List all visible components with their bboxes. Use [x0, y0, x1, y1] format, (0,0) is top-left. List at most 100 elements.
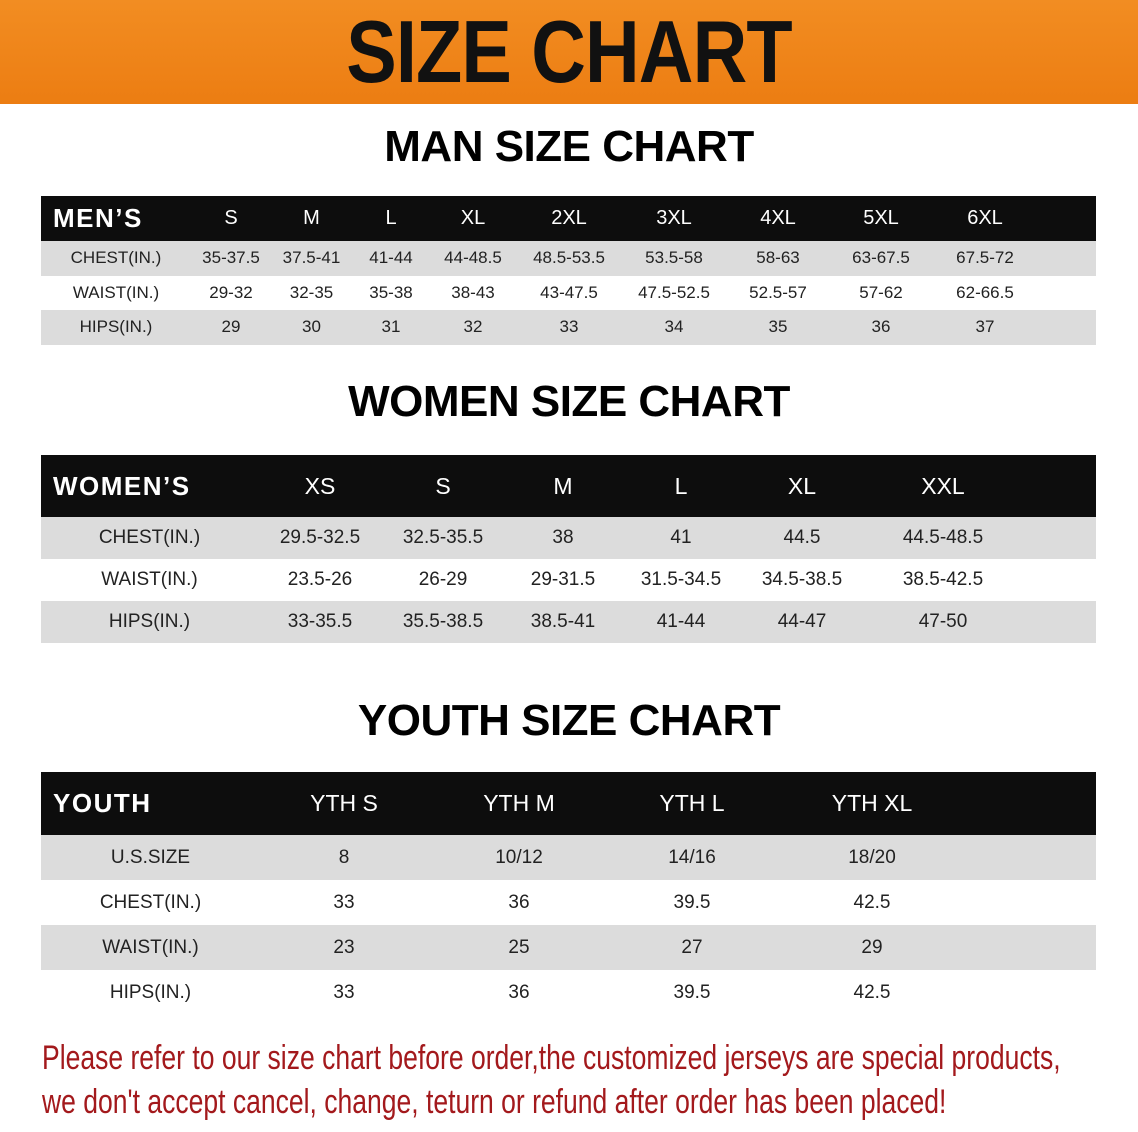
table-row: WAIST(IN.) 29-32 32-35 35-38 38-43 43-47.5 47.…	[41, 275, 1096, 310]
row-cell: 35	[768, 317, 788, 337]
header-cell: S	[435, 472, 451, 499]
row-cell: 33	[333, 981, 355, 1003]
row-cell: 42.5	[853, 891, 891, 913]
notice-line-1: Please refer to our size chart before or…	[42, 1039, 1061, 1077]
women-size-table: WOMEN’S XS S M L XL XXL CHEST(IN.) 29.5-32.5 32.5…	[41, 455, 1096, 643]
row-cell: 34	[664, 317, 684, 337]
row-cell: 27	[681, 936, 703, 958]
row-cell: 57-62	[859, 282, 903, 302]
table-header: MEN’S S M L XL 2XL 3XL 4XL 5XL 6XL	[41, 196, 1096, 241]
row-cell: 10/12	[495, 846, 543, 868]
table-row: HIPS(IN.) 33-35.5 35.5-38.5 38.5-41 41-44 44-…	[41, 601, 1096, 643]
women-title: WOMEN SIZE CHART	[348, 377, 790, 426]
row-cell: 34.5-38.5	[761, 569, 843, 590]
row-cell: 29	[861, 936, 883, 958]
table-row: WAIST(IN.) 23.5-26 26-29 29-31.5 31.5-34.5 34…	[41, 559, 1096, 601]
row-cell: 31	[381, 317, 401, 337]
row-cell: 44-47	[777, 611, 827, 632]
table-row: U.S.SIZE 8 10/12 14/16 18/20	[41, 835, 1096, 880]
header-cell: XL	[460, 207, 486, 229]
header-cell: 6XL	[967, 207, 1003, 229]
row-cell: 58-63	[756, 248, 800, 268]
row-cell: 29-32	[209, 282, 253, 302]
table-row: CHEST(IN.) 35-37.5 37.5-41 41-44 44-48.5 48.5…	[41, 241, 1096, 276]
row-cell: 35.5-38.5	[402, 611, 484, 632]
men-size-table: MEN’S S M L XL 2XL 3XL 4XL 5XL 6XL CHEST(IN.) 35-37…	[41, 196, 1096, 345]
row-cell: 36	[871, 317, 891, 337]
header-cell: XL	[787, 472, 817, 499]
row-cell: 36	[508, 981, 530, 1003]
header-cell: XS	[304, 472, 336, 499]
header-cell: 3XL	[656, 207, 692, 229]
table-header: WOMEN’S XS S M L XL XXL	[41, 455, 1096, 517]
table-row: HIPS(IN.) 29 30 31 32 33 34 35 36 37	[41, 310, 1096, 345]
header-label: MEN’S	[53, 203, 143, 233]
table-row: CHEST(IN.) 33 36 39.5 42.5	[41, 880, 1096, 925]
row-cell: 43-47.5	[540, 282, 598, 302]
row-cell: 39.5	[673, 981, 711, 1003]
main-title: SIZE CHART	[346, 2, 792, 101]
table-row: CHEST(IN.) 29.5-32.5 32.5-35.5 38 41 44.5 44.5…	[41, 517, 1096, 559]
row-cell: 52.5-57	[749, 282, 807, 302]
header-cell: 2XL	[551, 207, 587, 229]
header-label: WOMEN’S	[53, 470, 191, 501]
row-cell: 41	[670, 527, 692, 548]
row-cell: 53.5-58	[645, 248, 703, 268]
row-cell: 33	[559, 317, 579, 337]
row-cell: 38-43	[451, 282, 495, 302]
men-title: MAN SIZE CHART	[384, 122, 754, 171]
row-cell: 38	[552, 527, 574, 548]
header-cell: XXL	[921, 472, 965, 499]
row-label: HIPS(IN.)	[108, 611, 191, 632]
table-row: HIPS(IN.) 33 36 39.5 42.5	[41, 970, 1096, 1015]
row-cell: 37	[975, 317, 995, 337]
youth-title: YOUTH SIZE CHART	[357, 696, 781, 745]
row-cell: 44-48.5	[444, 248, 502, 268]
header-cell: YTH M	[483, 790, 555, 816]
row-cell: 42.5	[853, 981, 891, 1003]
row-cell: 39.5	[673, 891, 711, 913]
row-cell: 35-38	[369, 282, 413, 302]
header-cell: 4XL	[760, 207, 796, 229]
row-cell: 29-31.5	[530, 569, 596, 590]
order-notice: Please refer to our size chart before or…	[42, 1036, 1061, 1124]
row-cell: 38.5-42.5	[902, 569, 984, 590]
header-cell: S	[224, 207, 238, 229]
row-cell: 32-35	[289, 282, 334, 302]
header-cell: YTH L	[659, 790, 725, 816]
youth-size-table: YOUTH YTH S YTH M YTH L YTH XL U.S.SIZE 8 10/12…	[41, 772, 1096, 1015]
header-cell: L	[385, 207, 397, 229]
row-cell: 38.5-41	[530, 611, 596, 632]
row-cell: 32.5-35.5	[402, 527, 484, 548]
table-header: YOUTH YTH S YTH M YTH L YTH XL	[41, 772, 1096, 835]
row-cell: 33	[333, 891, 355, 913]
row-cell: 44.5	[783, 527, 821, 548]
notice-line-2: we don't accept cancel, change, teturn o…	[42, 1083, 947, 1121]
row-cell: 23	[333, 936, 355, 958]
row-cell: 47.5-52.5	[638, 282, 710, 302]
row-cell: 29	[221, 317, 241, 337]
row-cell: 41-44	[369, 248, 413, 268]
row-label: CHEST(IN.)	[98, 527, 201, 548]
row-cell: 62-66.5	[956, 282, 1014, 302]
row-cell: 30	[302, 317, 321, 337]
row-label: HIPS(IN.)	[109, 981, 192, 1003]
row-cell: 25	[508, 936, 530, 958]
row-label: HIPS(IN.)	[79, 317, 153, 337]
row-cell: 32	[463, 317, 483, 337]
header-cell: M	[553, 472, 573, 499]
row-cell: 44.5-48.5	[902, 527, 984, 548]
row-label: U.S.SIZE	[110, 846, 191, 868]
row-cell: 63-67.5	[852, 248, 910, 268]
header-label: YOUTH	[53, 788, 152, 818]
row-cell: 41-44	[656, 611, 706, 632]
row-cell: 23.5-26	[287, 569, 353, 590]
header-cell: M	[303, 207, 320, 229]
header-cell: YTH XL	[831, 790, 913, 816]
row-cell: 29.5-32.5	[279, 527, 361, 548]
row-cell: 35-37.5	[202, 248, 260, 268]
row-cell: 67.5-72	[956, 248, 1014, 268]
header-cell: 5XL	[863, 207, 899, 229]
row-label: CHEST(IN.)	[70, 248, 162, 268]
banner: SIZE CHART	[0, 0, 1138, 104]
